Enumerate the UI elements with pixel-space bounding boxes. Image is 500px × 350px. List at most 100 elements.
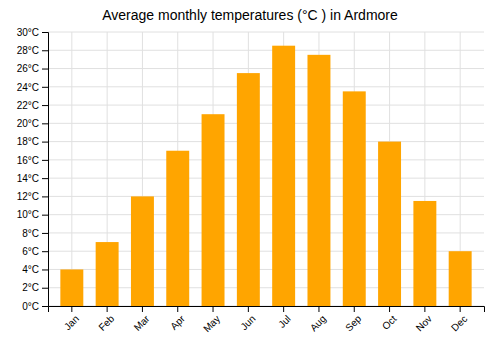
tick: 4°C xyxy=(22,264,48,275)
plot: 0°C 2°C 4°C 6°C 8°C 10°C 12°C 14°C 16°C 18°C 20°C 2… xyxy=(17,27,485,335)
tick: 16°C xyxy=(17,155,48,166)
tick-mark xyxy=(389,306,390,312)
tick-mark xyxy=(42,105,48,106)
tick-label: 10°C xyxy=(17,209,39,220)
tick: 8°C xyxy=(22,228,48,239)
tick-label: May xyxy=(201,313,222,334)
grid-line xyxy=(71,32,72,306)
tick-label: Nov xyxy=(414,313,434,333)
tick: Jun xyxy=(238,306,257,332)
bars xyxy=(60,46,471,306)
tick: 22°C xyxy=(17,100,48,111)
tick: 28°C xyxy=(17,45,48,56)
tick-label: 12°C xyxy=(17,191,39,202)
tick: Sep xyxy=(343,306,364,333)
grid-line xyxy=(48,105,484,106)
tick: Dec xyxy=(449,306,469,333)
grid-line xyxy=(48,123,484,124)
tick-label: Apr xyxy=(168,313,187,332)
tick-label: Sep xyxy=(343,313,364,334)
tick-mark xyxy=(213,306,214,312)
tick-mark xyxy=(42,306,48,307)
tick-mark xyxy=(283,306,284,312)
y-axis: 0°C 2°C 4°C 6°C 8°C 10°C 12°C 14°C 16°C 18°C 20°C 2… xyxy=(17,27,49,312)
tick: Mar xyxy=(132,306,152,333)
tick-label: 8°C xyxy=(22,228,39,239)
tick-mark xyxy=(42,142,48,143)
tick: Apr xyxy=(168,306,187,332)
bar xyxy=(131,196,154,306)
tick-label: Jan xyxy=(62,313,81,332)
tick-mark xyxy=(248,306,249,312)
tick-mark xyxy=(42,50,48,51)
grid-line xyxy=(48,86,484,87)
tick: 0°C xyxy=(22,301,48,312)
x-axis: Jan Feb Mar Apr May Jun Jul Aug Sep Oct Nov Dec xyxy=(49,306,485,334)
tick-mark xyxy=(460,306,461,312)
tick-label: 24°C xyxy=(17,82,39,93)
bar xyxy=(413,201,436,306)
tick-label: 16°C xyxy=(17,155,39,166)
bar xyxy=(96,242,119,306)
tick: May xyxy=(201,306,222,334)
tick: Oct xyxy=(380,306,399,332)
tick: 24°C xyxy=(17,82,48,93)
tick-mark xyxy=(42,69,48,70)
grid-line xyxy=(48,68,484,69)
tick: 30°C xyxy=(17,27,48,38)
tick-label: 22°C xyxy=(17,100,39,111)
chart: 0°C 2°C 4°C 6°C 8°C 10°C 12°C 14°C 16°C 18°C 20°C 2… xyxy=(0,0,500,350)
tick-mark xyxy=(177,306,178,312)
tick-mark xyxy=(71,306,72,312)
bar xyxy=(343,91,366,306)
bar xyxy=(272,46,295,306)
tick-label: 14°C xyxy=(17,173,39,184)
tick-mark xyxy=(42,288,48,289)
tick-mark xyxy=(42,87,48,88)
tick-label: Mar xyxy=(132,313,152,333)
grid xyxy=(48,32,484,306)
tick: Jan xyxy=(62,306,81,332)
grid-line xyxy=(48,196,484,197)
tick: Feb xyxy=(96,306,116,333)
tick-mark xyxy=(42,196,48,197)
tick-label: 26°C xyxy=(17,63,39,74)
bar xyxy=(166,151,189,306)
tick-mark xyxy=(42,160,48,161)
tick: 26°C xyxy=(17,63,48,74)
tick-mark xyxy=(42,233,48,234)
tick-mark xyxy=(424,306,425,312)
tick-label: Jun xyxy=(238,313,257,332)
tick: 20°C xyxy=(17,118,48,129)
tick-label: Aug xyxy=(308,313,328,333)
axis-line xyxy=(42,33,49,307)
tick-mark xyxy=(42,123,48,124)
tick: Jul xyxy=(276,306,293,330)
tick-mark xyxy=(42,269,48,270)
bar xyxy=(378,142,401,306)
tick: Nov xyxy=(414,306,434,333)
bar xyxy=(60,269,83,306)
bar xyxy=(449,251,472,306)
grid-line xyxy=(48,141,484,142)
title: Average monthly temperatures (°C ) in Ar… xyxy=(102,7,398,23)
bar xyxy=(307,55,330,306)
tick-mark xyxy=(42,215,48,216)
tick-label: 18°C xyxy=(17,136,39,147)
tick-label: 20°C xyxy=(17,118,39,129)
tick-label: 30°C xyxy=(17,27,39,38)
tick-label: Jul xyxy=(276,313,293,330)
tick-mark xyxy=(42,32,48,33)
tick-mark xyxy=(318,306,319,312)
grid-line xyxy=(48,32,484,33)
tick-label: 2°C xyxy=(22,282,39,293)
grid-line xyxy=(48,178,484,179)
bar xyxy=(237,73,260,306)
tick-label: 4°C xyxy=(22,264,39,275)
tick-label: 6°C xyxy=(22,246,39,257)
tick: 6°C xyxy=(22,246,48,257)
tick-mark xyxy=(142,306,143,312)
tick-label: 0°C xyxy=(22,301,39,312)
tick: 18°C xyxy=(17,136,48,147)
tick-label: Feb xyxy=(96,313,116,333)
